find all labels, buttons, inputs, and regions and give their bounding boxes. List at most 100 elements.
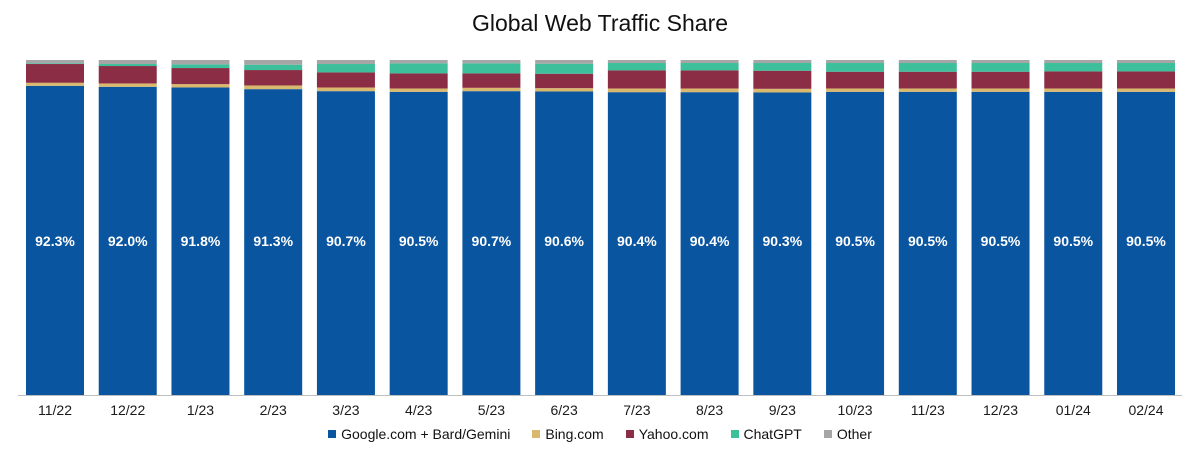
- legend-swatch: [532, 430, 541, 438]
- legend-item: Google.com + Bard/Gemini: [328, 426, 510, 442]
- bar-segment-bing-com-1-23: [171, 84, 230, 88]
- bar-segment-yahoo-com-8-23: [680, 70, 739, 89]
- x-tick-label: 02/24: [1128, 402, 1163, 418]
- bar-value-label: 90.5%: [835, 233, 875, 249]
- bar-segment-bing-com-12-22: [98, 83, 157, 87]
- bar-segment-chatgpt-8-23: [680, 63, 739, 71]
- bar-segment-yahoo-com-11-23: [898, 71, 957, 89]
- bar-segment-google-com-bard-gemini-02-24: [1117, 91, 1175, 395]
- legend-swatch: [823, 430, 832, 438]
- bar-segment-other-3-23: [316, 60, 375, 65]
- legend-item: ChatGPT: [730, 426, 802, 442]
- bar-segment-google-com-bard-gemini-9-23: [753, 92, 812, 395]
- legend-label: ChatGPT: [743, 426, 802, 442]
- bar-segment-yahoo-com-6-23: [535, 73, 594, 89]
- bar-segment-yahoo-com-7-23: [607, 70, 666, 89]
- bar-segment-other-5-23: [462, 60, 521, 64]
- bar-segment-other-11-22: [26, 60, 84, 64]
- x-tick-label: 12/23: [983, 402, 1018, 418]
- bar-segment-google-com-bard-gemini-1-23: [171, 87, 230, 395]
- bar-value-label: 91.8%: [181, 233, 221, 249]
- x-tick-label: 9/23: [769, 402, 796, 418]
- x-tick-label: 3/23: [332, 402, 359, 418]
- bar-segment-google-com-bard-gemini-4-23: [389, 91, 448, 395]
- bar-segment-google-com-bard-gemini-7-23: [607, 92, 666, 395]
- bar-segment-google-com-bard-gemini-11-22: [26, 85, 84, 396]
- bar-segment-bing-com-8-23: [680, 88, 739, 93]
- x-tick-label: 5/23: [478, 402, 505, 418]
- bar-segment-other-7-23: [607, 60, 666, 64]
- chart-title: Global Web Traffic Share: [471, 10, 729, 36]
- bar-segment-bing-com-7-23: [607, 88, 666, 93]
- bar-segment-yahoo-com-2-23: [244, 70, 303, 86]
- bar-segment-other-9-23: [753, 60, 812, 64]
- bar-segment-bing-com-01-24: [1044, 88, 1103, 92]
- bar-segment-chatgpt-10-23: [826, 63, 885, 72]
- bar-segment-yahoo-com-11-22: [26, 64, 84, 83]
- x-tick-label: 01/24: [1056, 402, 1091, 418]
- bar-segment-bing-com-10-23: [826, 88, 885, 92]
- bar-value-label: 90.3%: [762, 233, 802, 249]
- bar-segment-google-com-bard-gemini-6-23: [535, 91, 594, 396]
- bar-segment-yahoo-com-01-24: [1044, 71, 1103, 89]
- bar-segment-other-11-23: [898, 60, 957, 64]
- bar-segment-yahoo-com-12-22: [98, 66, 157, 84]
- bar-segment-google-com-bard-gemini-2-23: [244, 89, 303, 395]
- x-tick-label: 4/23: [405, 402, 432, 418]
- legend-item: Yahoo.com: [625, 426, 709, 442]
- bar-segment-chatgpt-11-22: [26, 63, 84, 65]
- bar-segment-yahoo-com-12-23: [971, 71, 1030, 89]
- bar-value-label: 90.7%: [472, 233, 512, 249]
- bar-segment-other-2-23: [244, 60, 303, 65]
- bar-segment-other-12-23: [971, 60, 1030, 64]
- bar-segment-bing-com-9-23: [753, 88, 812, 93]
- bar-segment-yahoo-com-9-23: [753, 70, 812, 89]
- bar-segment-other-1-23: [171, 60, 230, 65]
- bar-segment-google-com-bard-gemini-12-22: [98, 86, 157, 396]
- bar-value-label: 90.4%: [617, 233, 657, 249]
- bar-segment-yahoo-com-3-23: [316, 72, 375, 88]
- bar-segment-google-com-bard-gemini-10-23: [826, 91, 885, 395]
- bar-segment-bing-com-5-23: [462, 87, 521, 92]
- bar-value-label: 90.5%: [1126, 233, 1166, 249]
- bar-segment-chatgpt-01-24: [1044, 63, 1103, 72]
- bar-segment-bing-com-02-24: [1117, 88, 1175, 92]
- bar-value-label: 90.7%: [326, 233, 366, 249]
- x-tick-label: 8/23: [696, 402, 723, 418]
- bar-value-label: 90.5%: [981, 233, 1021, 249]
- legend-label: Google.com + Bard/Gemini: [341, 426, 511, 442]
- bar-segment-other-12-22: [98, 60, 157, 65]
- bar-segment-chatgpt-02-24: [1117, 63, 1175, 72]
- bar-segment-other-02-24: [1117, 60, 1175, 64]
- bar-segment-bing-com-12-23: [971, 88, 1030, 92]
- legend-swatch: [328, 430, 337, 438]
- x-tick-label: 11/23: [911, 402, 945, 418]
- bar-segment-chatgpt-3-23: [316, 64, 375, 73]
- bar-segment-yahoo-com-1-23: [171, 68, 230, 85]
- bar-segment-chatgpt-2-23: [244, 64, 303, 71]
- bar-segment-chatgpt-7-23: [607, 63, 666, 71]
- bar-segment-other-6-23: [535, 60, 594, 64]
- bar-segment-chatgpt-6-23: [535, 63, 594, 74]
- bar-segment-google-com-bard-gemini-5-23: [462, 91, 521, 396]
- x-tick-label: 2/23: [260, 402, 287, 418]
- bar-segment-chatgpt-9-23: [753, 63, 812, 71]
- bar-segment-chatgpt-12-22: [98, 64, 157, 67]
- bar-segment-yahoo-com-10-23: [826, 71, 885, 89]
- bar-value-label: 92.0%: [108, 233, 148, 249]
- bar-value-label: 92.3%: [35, 233, 75, 249]
- x-tick-label: 10/23: [838, 402, 873, 418]
- bar-segment-bing-com-3-23: [316, 87, 375, 92]
- bar-segment-other-01-24: [1044, 60, 1103, 64]
- legend-label: Yahoo.com: [638, 426, 709, 442]
- x-tick-label: 7/23: [623, 402, 650, 418]
- x-tick-label: 6/23: [551, 402, 578, 418]
- bar-segment-google-com-bard-gemini-12-23: [971, 91, 1030, 395]
- bar-value-label: 90.4%: [690, 233, 730, 249]
- bar-segment-google-com-bard-gemini-8-23: [680, 92, 739, 395]
- bar-segment-chatgpt-12-23: [971, 63, 1030, 72]
- bar-value-label: 90.5%: [399, 233, 439, 249]
- bar-segment-google-com-bard-gemini-01-24: [1044, 91, 1103, 395]
